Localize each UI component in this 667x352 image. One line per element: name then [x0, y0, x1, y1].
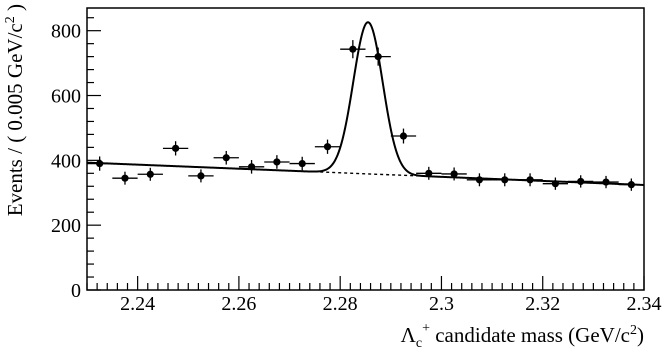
- data-marker: [197, 172, 205, 180]
- data-marker: [475, 176, 484, 184]
- data-point: [542, 177, 569, 190]
- x-tick-label: 2.26: [221, 293, 256, 315]
- data-point: [441, 167, 467, 181]
- data-marker: [425, 169, 433, 177]
- data-marker: [627, 181, 635, 189]
- x-tick-label: 2.34: [627, 293, 662, 315]
- x-tick-label: 2.24: [120, 293, 155, 315]
- y-tick-label: 200: [51, 215, 81, 237]
- data-point: [213, 150, 239, 165]
- data-point: [87, 156, 113, 171]
- data-point: [340, 40, 366, 59]
- plot-frame: [86, 7, 645, 291]
- x-tick-label: 2.32: [525, 293, 560, 315]
- data-marker: [374, 53, 382, 61]
- data-point: [162, 141, 189, 156]
- total-fit-curve: [86, 21, 645, 186]
- data-marker: [577, 177, 585, 186]
- data-marker: [501, 176, 509, 184]
- x-axis-label: Λc+ candidate mass (GeV/c2): [401, 321, 644, 351]
- data-point: [188, 169, 214, 183]
- data-marker: [146, 170, 154, 178]
- data-marker: [551, 180, 559, 188]
- y-tick-label: 400: [51, 150, 81, 172]
- data-point: [314, 139, 341, 154]
- data-marker: [121, 174, 129, 182]
- data-marker: [298, 159, 306, 168]
- data-marker: [96, 159, 104, 168]
- y-tick-label: 0: [71, 280, 81, 302]
- data-point: [289, 156, 315, 171]
- data-point: [365, 47, 391, 66]
- data-point: [517, 173, 543, 187]
- data-marker: [323, 143, 332, 151]
- y-axis-label: Events / ( 0.005 GeV/c2 ): [3, 4, 27, 216]
- data-marker: [247, 163, 256, 171]
- data-point: [238, 160, 265, 174]
- data-marker: [349, 45, 357, 53]
- data-point: [416, 166, 442, 180]
- x-tick-label: 2.28: [323, 293, 358, 315]
- y-tick-label: 800: [51, 21, 81, 43]
- data-point: [593, 175, 619, 189]
- fit-curves: [86, 21, 645, 186]
- x-tick-labels: 2.24 2.26 2.28 2.3 2.32 2.34: [120, 293, 661, 315]
- data-point: [390, 128, 417, 144]
- data-marker: [273, 158, 281, 166]
- data-point: [466, 173, 493, 187]
- data-marker: [602, 178, 610, 186]
- data-marker: [399, 132, 408, 140]
- data-point: [137, 167, 163, 181]
- data-point: [112, 171, 138, 185]
- data-marker: [172, 144, 180, 152]
- data-marker: [450, 170, 458, 178]
- data-point: [492, 173, 518, 187]
- y-tick-labels: 0 200 400 600 800: [51, 21, 81, 302]
- data-point: [264, 155, 290, 169]
- y-tick-label: 600: [51, 86, 81, 108]
- data-point: [568, 175, 594, 188]
- axis-ticks: [86, 17, 645, 291]
- x-tick-label: 2.3: [429, 293, 454, 315]
- data-points: [87, 40, 644, 191]
- data-marker: [526, 176, 534, 184]
- data-point: [618, 178, 644, 191]
- data-marker: [222, 154, 230, 162]
